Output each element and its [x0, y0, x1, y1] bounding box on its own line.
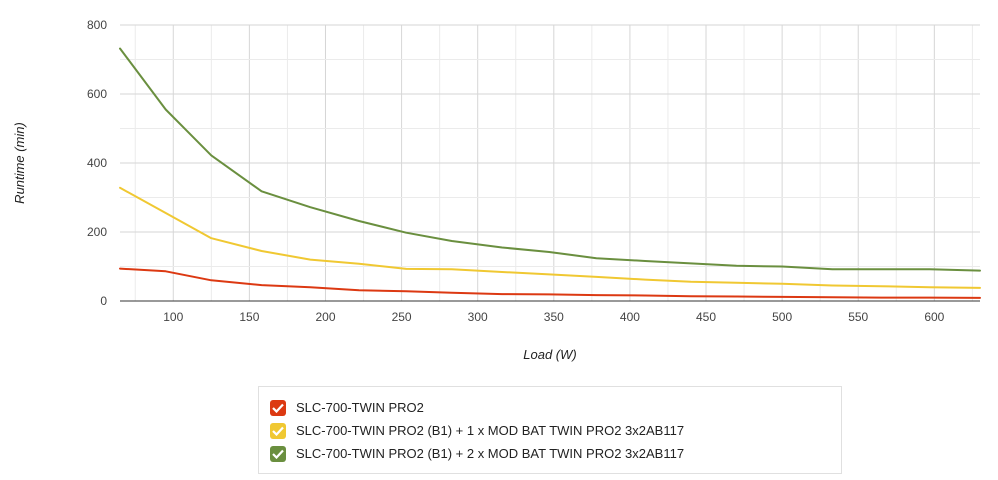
x-tick-label: 300	[468, 310, 488, 324]
x-axis-title: Load (W)	[523, 347, 576, 362]
y-tick-label: 400	[87, 156, 107, 170]
grid	[120, 24, 980, 301]
legend-item-3[interactable]: SLC-700-TWIN PRO2 (B1) + 2 x MOD BAT TWI…	[270, 442, 841, 465]
x-tick-label: 550	[848, 310, 868, 324]
series-layer	[119, 47, 981, 299]
y-tick-label: 800	[87, 18, 107, 32]
x-tick-label: 450	[696, 310, 716, 324]
legend-label: SLC-700-TWIN PRO2	[296, 400, 424, 415]
y-tick-label: 600	[87, 87, 107, 101]
legend-label: SLC-700-TWIN PRO2 (B1) + 2 x MOD BAT TWI…	[296, 446, 685, 461]
runtime-chart: 0 200 400 600 800 100 150 200 250 300 350 400 450 500…	[12, 18, 981, 362]
x-tick-label: 150	[239, 310, 259, 324]
legend-item-1[interactable]: SLC-700-TWIN PRO2	[270, 396, 841, 419]
x-tick-label: 400	[620, 310, 640, 324]
series-line-1	[119, 267, 981, 299]
series-line-2	[119, 186, 981, 289]
checkbox-icon[interactable]	[270, 399, 286, 416]
legend-label: SLC-700-TWIN PRO2 (B1) + 1 x MOD BAT TWI…	[296, 423, 685, 438]
y-tick-label: 200	[87, 225, 107, 239]
y-axis-title: Runtime (min)	[12, 122, 27, 204]
x-tick-label: 600	[924, 310, 944, 324]
legend: SLC-700-TWIN PRO2 SLC-700-TWIN PRO2 (B1)…	[258, 386, 842, 474]
legend-item-2[interactable]: SLC-700-TWIN PRO2 (B1) + 1 x MOD BAT TWI…	[270, 419, 841, 442]
x-tick-label: 350	[544, 310, 564, 324]
axes: 0 200 400 600 800 100 150 200 250 300 350 400 450 500…	[87, 18, 980, 324]
x-tick-label: 250	[392, 310, 412, 324]
x-tick-label: 200	[315, 310, 335, 324]
x-tick-label: 100	[163, 310, 183, 324]
checkbox-icon[interactable]	[270, 445, 286, 462]
series-line-3	[119, 47, 981, 272]
x-tick-label: 500	[772, 310, 792, 324]
y-tick-label: 0	[100, 294, 107, 308]
checkbox-icon[interactable]	[270, 422, 286, 439]
